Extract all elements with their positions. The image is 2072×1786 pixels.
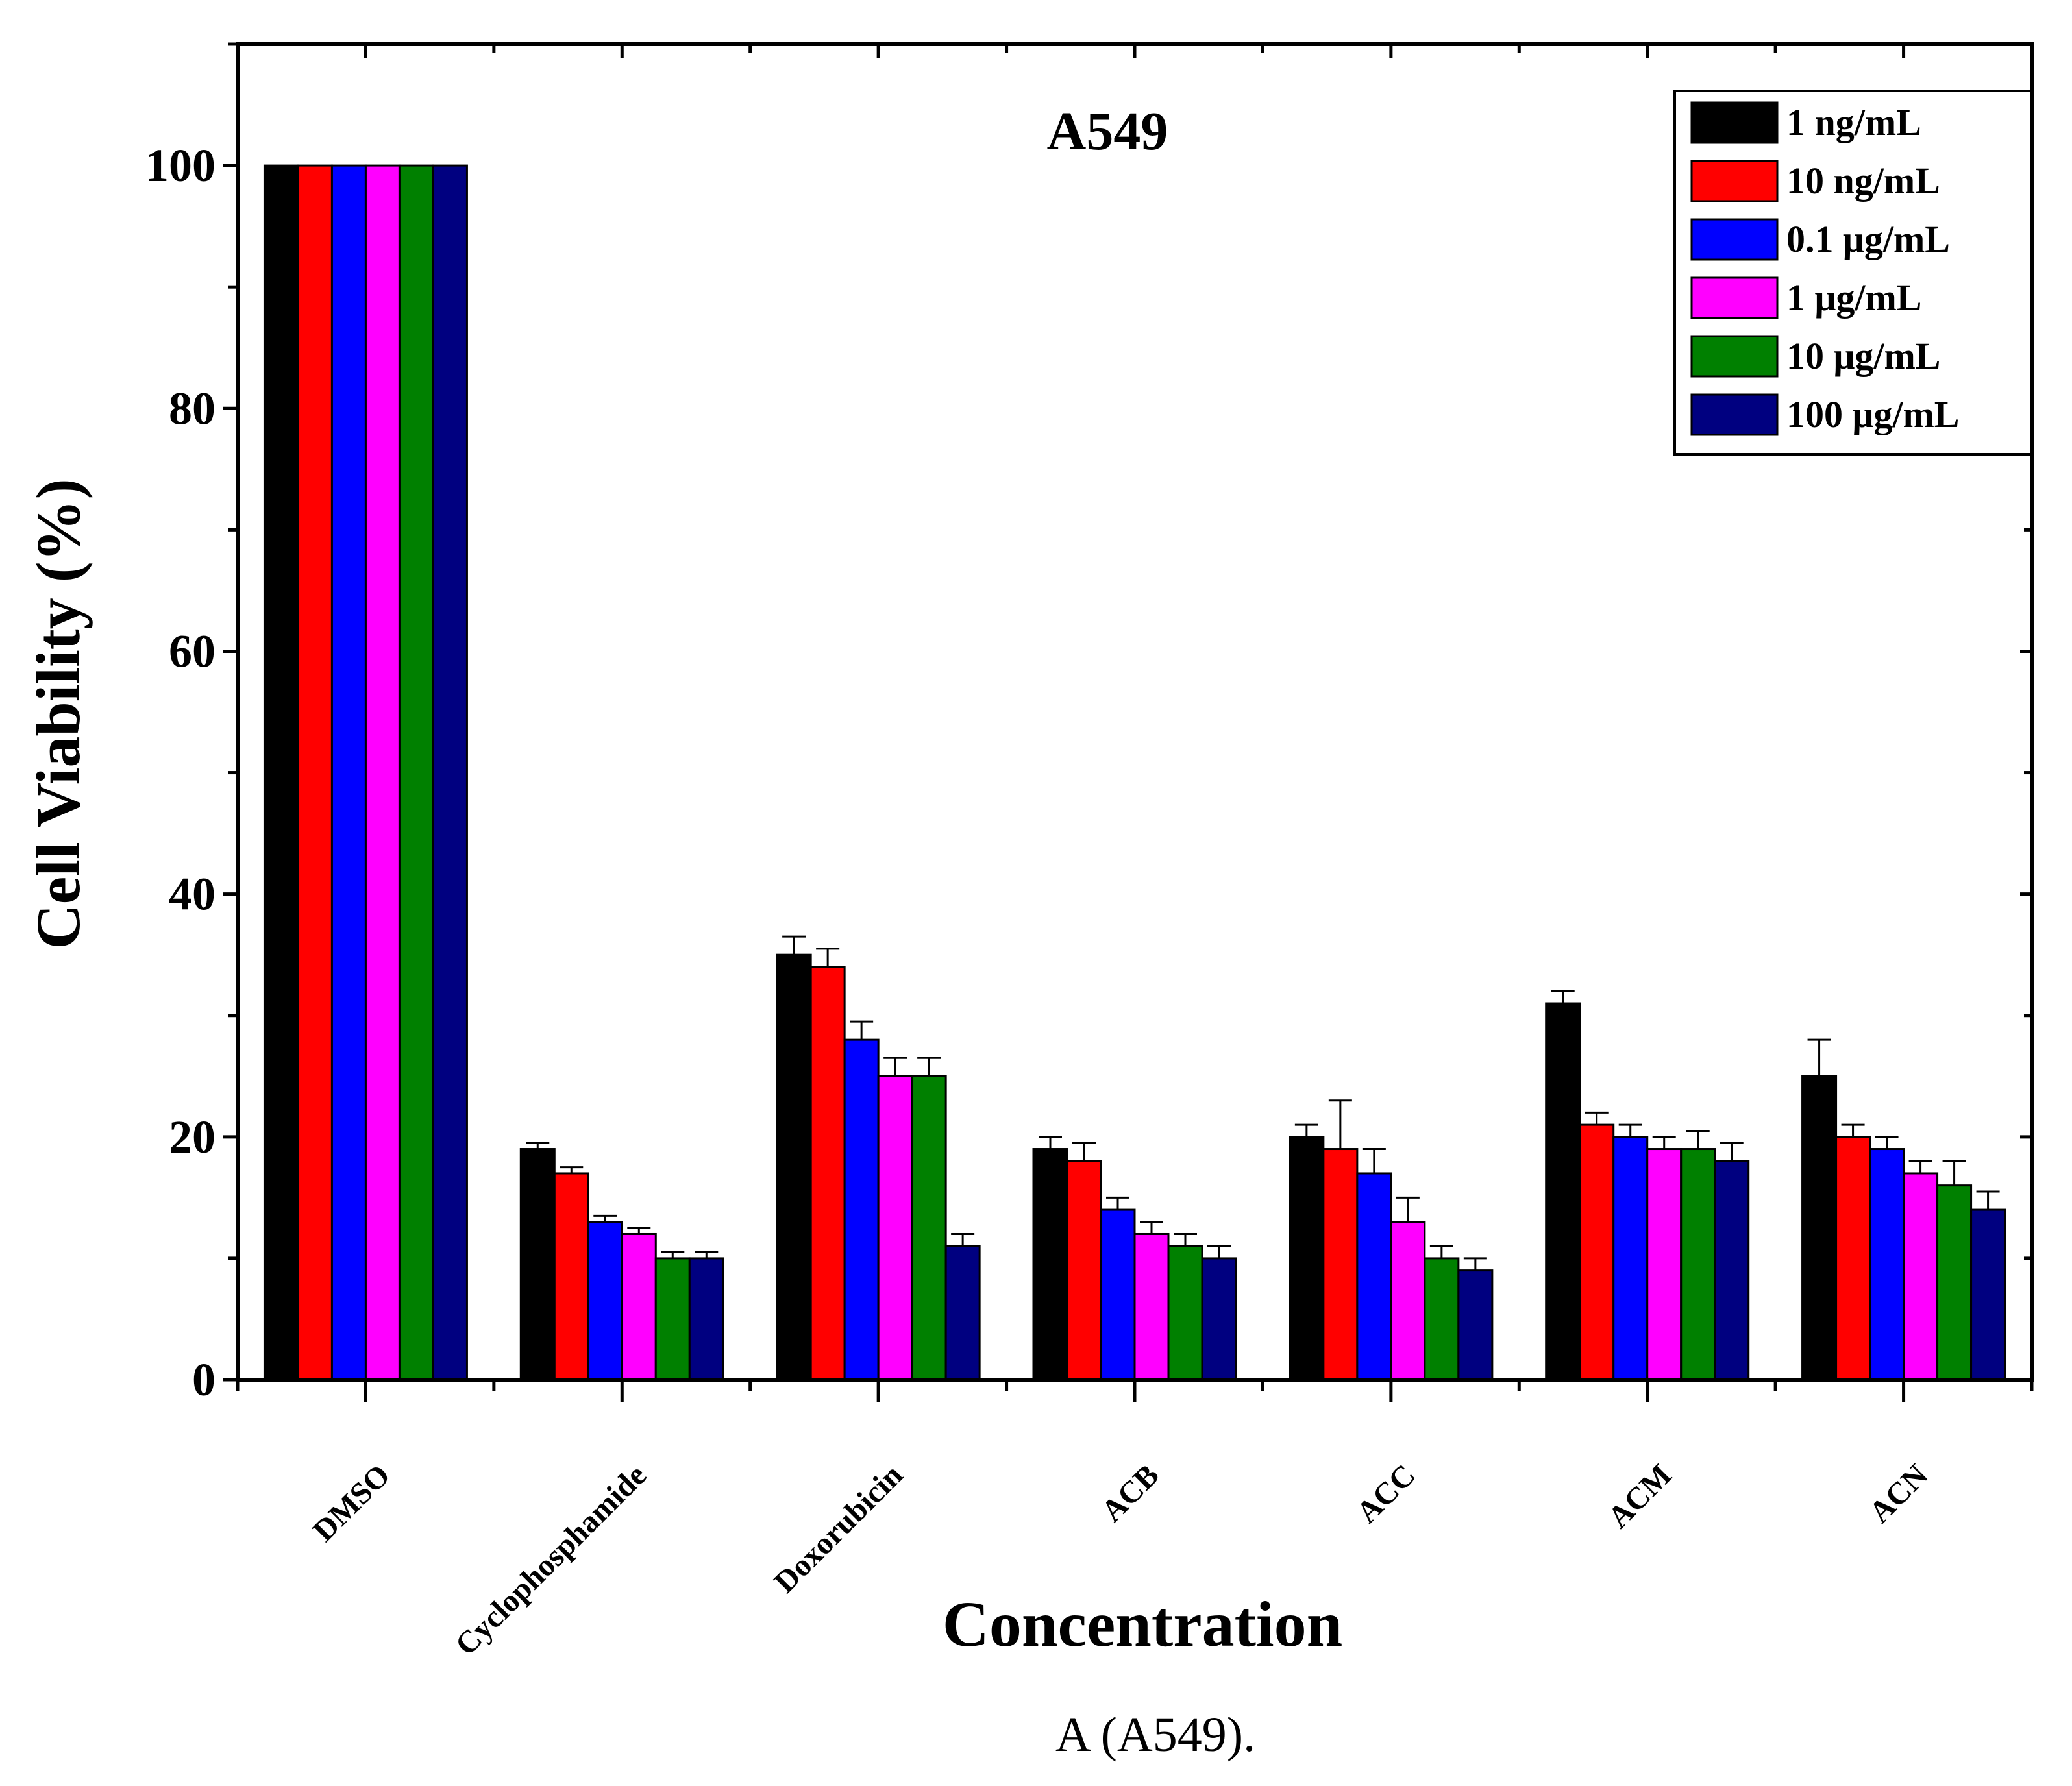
bar-cyclophosphamide-2 — [587, 1221, 623, 1381]
bar-acb-5 — [1201, 1257, 1237, 1381]
legend-label: 0.1 μg/mL — [1786, 218, 1950, 260]
error-bars-layer — [526, 935, 2000, 1271]
x-tick-label: ACM — [1601, 1458, 1679, 1535]
bar-doxorubicin-4 — [911, 1075, 947, 1381]
bar-acc-3 — [1390, 1221, 1426, 1381]
bar-acb-4 — [1167, 1245, 1203, 1381]
x-tick-label: ACN — [1862, 1458, 1934, 1530]
bar-acm-5 — [1714, 1160, 1750, 1381]
bar-acm-3 — [1646, 1148, 1683, 1381]
x-tick-label: ACC — [1350, 1458, 1422, 1530]
y-tick-label: 80 — [169, 382, 216, 434]
legend-swatch — [1690, 160, 1779, 202]
bar-acc-5 — [1457, 1269, 1494, 1381]
legend-label: 1 ng/mL — [1786, 101, 1921, 143]
legend-swatch — [1690, 218, 1779, 261]
x-tick-label: ACB — [1095, 1458, 1166, 1528]
y-tick-label: 100 — [145, 140, 216, 191]
y-tick-label: 20 — [169, 1111, 216, 1163]
bar-acm-2 — [1612, 1136, 1649, 1381]
bar-acm-1 — [1579, 1123, 1615, 1381]
legend-label: 100 μg/mL — [1786, 393, 1960, 435]
bar-dmso-2 — [330, 164, 367, 1381]
bar-cyclophosphamide-0 — [519, 1148, 556, 1381]
x-tick-label: DMSO — [306, 1458, 397, 1548]
bar-cyclophosphamide-1 — [553, 1172, 589, 1381]
bar-acm-4 — [1680, 1148, 1716, 1381]
bar-acb-2 — [1100, 1208, 1136, 1381]
bar-acc-0 — [1289, 1136, 1325, 1381]
x-tick-label: Cyclophosphamide — [449, 1458, 653, 1662]
y-tick-labels: 0 20 40 60 80 100 — [145, 140, 216, 1406]
bar-cyclophosphamide-3 — [621, 1232, 657, 1381]
bar-acn-0 — [1801, 1075, 1838, 1381]
bar-acn-1 — [1835, 1136, 1871, 1381]
bar-dmso-1 — [297, 164, 333, 1381]
x-axis-label: Concentration — [943, 1588, 1343, 1660]
bar-acc-1 — [1322, 1148, 1359, 1381]
bar-doxorubicin-1 — [809, 966, 846, 1381]
bar-acm-0 — [1545, 1002, 1581, 1381]
legend-label: 10 ng/mL — [1786, 160, 1940, 202]
bars-layer — [263, 164, 2006, 1381]
bar-acn-3 — [1903, 1172, 1939, 1381]
bar-dmso-3 — [364, 164, 401, 1381]
chart-title: A549 — [1047, 101, 1168, 162]
bar-doxorubicin-5 — [944, 1245, 981, 1381]
legend-label: 1 μg/mL — [1786, 276, 1922, 319]
bar-acn-5 — [1970, 1208, 2006, 1381]
legend-swatch — [1690, 101, 1779, 144]
bar-dmso-4 — [398, 164, 434, 1381]
y-tick-label: 60 — [169, 625, 216, 677]
legend-swatch — [1690, 276, 1779, 319]
bar-acb-1 — [1066, 1160, 1102, 1381]
legend-swatch — [1690, 335, 1779, 378]
plot-frame — [236, 42, 2034, 1382]
bar-acb-3 — [1133, 1232, 1170, 1381]
bar-acc-4 — [1424, 1257, 1460, 1381]
y-tick-label: 0 — [192, 1354, 216, 1406]
bar-doxorubicin-2 — [843, 1038, 880, 1381]
bar-dmso-0 — [263, 164, 299, 1381]
bar-doxorubicin-3 — [877, 1075, 913, 1381]
bar-cyclophosphamide-4 — [654, 1257, 691, 1381]
legend-swatch — [1690, 393, 1779, 436]
x-tick-label: Doxorubicin — [767, 1458, 909, 1600]
legend-label: 10 μg/mL — [1786, 335, 1941, 377]
bar-acn-4 — [1936, 1184, 1973, 1381]
bar-cyclophosphamide-5 — [688, 1257, 724, 1381]
y-tick-label: 40 — [169, 868, 216, 920]
legend: 1 ng/mL 10 ng/mL 0.1 μg/mL 1 μg/mL 10 μg/mL 1… — [1673, 90, 2033, 456]
y-axis-label: Cell Viability (%) — [23, 478, 93, 949]
bar-acc-2 — [1356, 1172, 1392, 1381]
bar-acb-0 — [1032, 1148, 1068, 1381]
figure-caption: A (A549). — [1055, 1707, 1255, 1762]
bar-doxorubicin-0 — [776, 953, 812, 1381]
bar-dmso-5 — [432, 164, 468, 1381]
bar-acn-2 — [1869, 1148, 1905, 1381]
